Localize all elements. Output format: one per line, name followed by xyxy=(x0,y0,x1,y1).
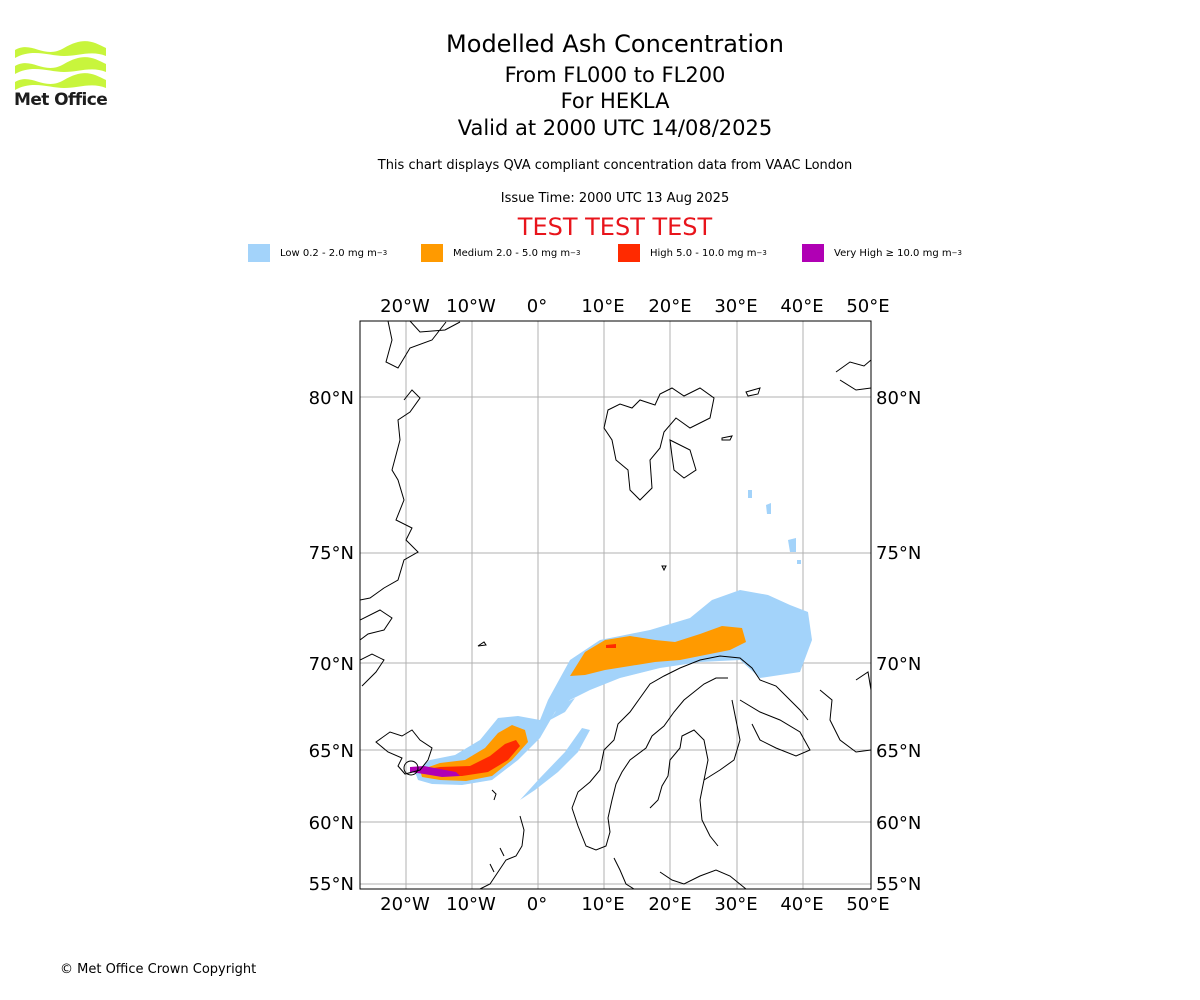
legend-label-high: High 5.0 - 10.0 mg m xyxy=(650,247,757,259)
coastlines xyxy=(360,321,871,889)
lon-label: 40°E xyxy=(780,296,823,317)
ash-high xyxy=(420,644,616,776)
lat-label: 65°N xyxy=(876,741,921,762)
lon-label: 10°W xyxy=(446,894,496,915)
test-banner: TEST TEST TEST xyxy=(517,213,713,241)
legend-item-high: High 5.0 - 10.0 mg m −3 xyxy=(618,244,767,262)
legend-swatch-high xyxy=(618,244,640,262)
lat-label: 80°N xyxy=(309,388,354,409)
legend-label-low: Low 0.2 - 2.0 mg m xyxy=(280,247,377,259)
legend-label-very-high: Very High ≥ 10.0 mg m xyxy=(834,247,952,259)
lat-label: 55°N xyxy=(876,874,921,895)
legend-swatch-very-high xyxy=(802,244,824,262)
lat-label: 60°N xyxy=(309,813,354,834)
map-frame xyxy=(359,320,872,890)
axis-labels: 20°W 10°W 0° 10°E 20°E 30°E 40°E 50°E 20… xyxy=(309,296,922,915)
legend-swatch-medium xyxy=(421,244,443,262)
flight-levels: From FL000 to FL200 xyxy=(504,63,726,87)
lon-label: 10°E xyxy=(581,296,624,317)
lon-label: 40°E xyxy=(780,894,823,915)
lat-label: 60°N xyxy=(876,813,921,834)
met-office-logo xyxy=(15,41,106,90)
legend-label-medium: Medium 2.0 - 5.0 mg m xyxy=(453,247,571,259)
lat-labels-right: 80°N 75°N 70°N 65°N 60°N 55°N xyxy=(876,388,921,895)
lon-label: 50°E xyxy=(846,894,889,915)
lon-label: 30°E xyxy=(714,296,757,317)
lon-label: 20°E xyxy=(648,296,691,317)
lon-label: 0° xyxy=(527,296,547,317)
lat-label: 75°N xyxy=(876,543,921,564)
legend-exp-very-high: −3 xyxy=(951,249,962,257)
legend-swatch-low xyxy=(248,244,270,262)
legend-item-very-high: Very High ≥ 10.0 mg m −3 xyxy=(802,244,962,262)
lon-labels-bottom: 20°W 10°W 0° 10°E 20°E 30°E 40°E 50°E xyxy=(380,894,889,915)
lon-label: 20°E xyxy=(648,894,691,915)
lon-labels-top: 20°W 10°W 0° 10°E 20°E 30°E 40°E 50°E xyxy=(380,296,889,317)
lat-label: 55°N xyxy=(309,874,354,895)
lat-label: 65°N xyxy=(309,741,354,762)
lat-label: 70°N xyxy=(309,654,354,675)
issue-time: Issue Time: 2000 UTC 13 Aug 2025 xyxy=(500,191,730,206)
legend-exp-medium: −3 xyxy=(570,249,581,257)
map-area xyxy=(360,321,871,889)
lat-labels-left: 80°N 75°N 70°N 65°N 60°N 55°N xyxy=(309,388,354,895)
ash-medium xyxy=(420,626,746,781)
lon-label: 10°E xyxy=(581,894,624,915)
lon-label: 20°W xyxy=(380,894,430,915)
lon-label: 0° xyxy=(527,894,547,915)
lon-label: 20°W xyxy=(380,296,430,317)
volcano-name: For HEKLA xyxy=(560,89,670,113)
lat-label: 70°N xyxy=(876,654,921,675)
lat-label: 80°N xyxy=(876,388,921,409)
volcano-source-marker xyxy=(403,760,419,776)
legend-exp-high: −3 xyxy=(756,249,767,257)
legend-item-low: Low 0.2 - 2.0 mg m −3 xyxy=(248,244,387,262)
copyright-notice: © Met Office Crown Copyright xyxy=(60,962,257,977)
lon-label: 50°E xyxy=(846,296,889,317)
legend-item-medium: Medium 2.0 - 5.0 mg m −3 xyxy=(421,244,580,262)
valid-time: Valid at 2000 UTC 14/08/2025 xyxy=(457,116,773,140)
chart-title: Modelled Ash Concentration xyxy=(446,30,784,58)
lon-label: 10°W xyxy=(446,296,496,317)
lat-label: 75°N xyxy=(309,543,354,564)
chart-description: This chart displays QVA compliant concen… xyxy=(377,158,853,173)
logo-wordmark: Met Office xyxy=(14,90,108,110)
lon-label: 30°E xyxy=(714,894,757,915)
ash-very-high xyxy=(410,766,460,777)
legend-exp-low: −3 xyxy=(376,249,388,257)
